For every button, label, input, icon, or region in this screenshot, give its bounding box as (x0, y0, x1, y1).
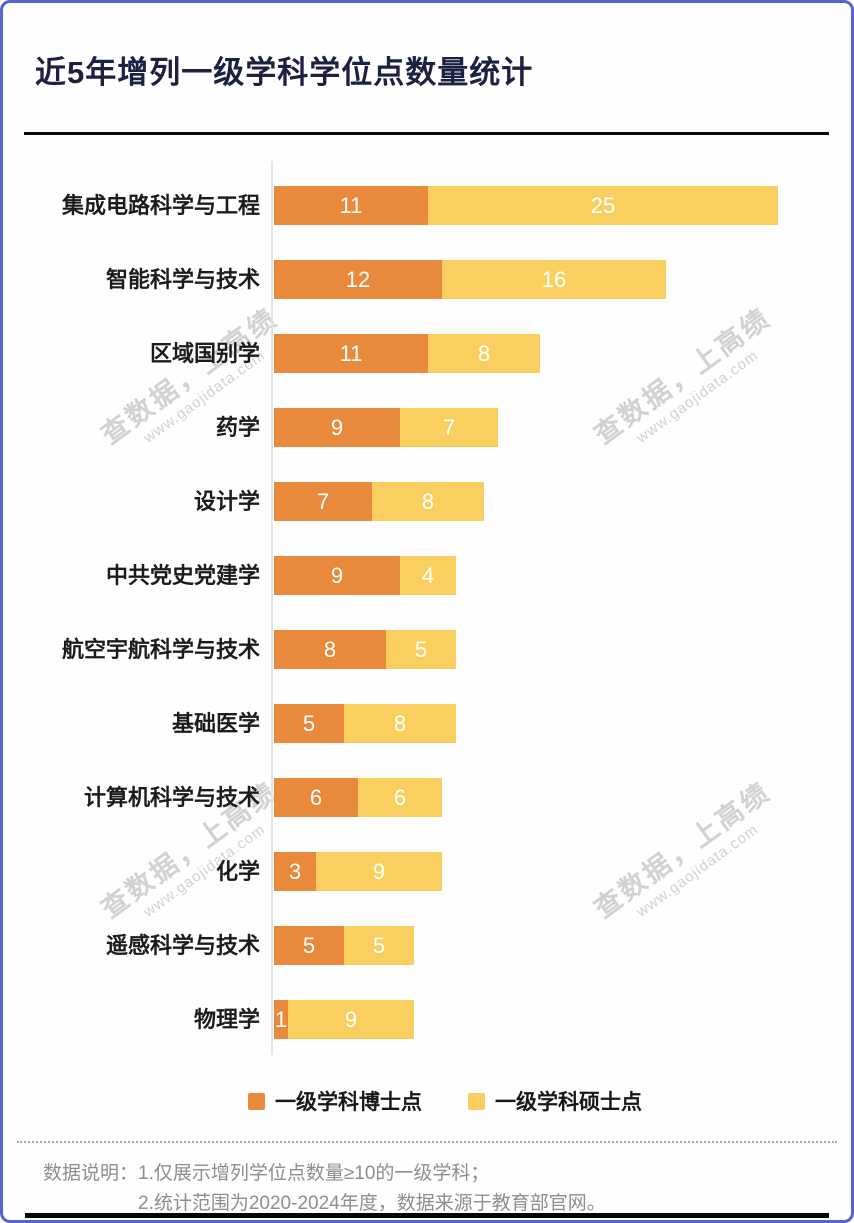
legend-item-doctor: 一级学科博士点 (248, 1086, 422, 1116)
footer-notes: 数据说明： 1.仅展示增列学位点数量≥10的一级学科； 2.统计范围为2020-… (43, 1159, 606, 1219)
doctor-swatch-icon (248, 1092, 265, 1110)
category-label: 智能科学与技术 (105, 267, 260, 292)
category-label: 遥感科学与技术 (105, 933, 260, 958)
bar-segment-master: 8 (428, 334, 540, 373)
footer-divider (17, 1141, 837, 1143)
bar-segment-doctor: 8 (274, 630, 386, 669)
bar-segment-doctor: 3 (274, 852, 316, 891)
legend-label-doctor: 一级学科博士点 (275, 1091, 422, 1114)
bar-segment-doctor: 12 (274, 260, 442, 299)
bar-segment-master: 8 (372, 482, 484, 521)
bar-segment-master: 7 (400, 408, 498, 447)
category-label: 物理学 (193, 1007, 260, 1032)
bar-segment-master: 5 (344, 926, 414, 965)
footer-note-2: 2.统计范围为2020-2024年度，数据来源于教育部官网。 (138, 1193, 606, 1214)
category-label: 化学 (215, 859, 260, 884)
chart-row: 中共党史党建学 9 4 (3, 556, 851, 595)
chart-row: 航空宇航科学与技术 8 5 (3, 630, 851, 669)
category-label: 基础医学 (171, 711, 260, 736)
chart-rows: 集成电路科学与工程 11 25 智能科学与技术 12 16 区域国别学 11 8 药学 9 7 设计学 7… (3, 3, 851, 1220)
footer-prefix: 数据说明： (43, 1163, 139, 1184)
category-label: 计算机科学与技术 (83, 785, 260, 810)
master-swatch-icon (468, 1092, 485, 1110)
chart-row: 基础医学 5 8 (3, 704, 851, 743)
category-label: 集成电路科学与工程 (61, 193, 260, 218)
chart-row: 化学 3 9 (3, 852, 851, 891)
footer-note-1: 1.仅展示增列学位点数量≥10的一级学科； (138, 1163, 490, 1184)
category-label: 航空宇航科学与技术 (61, 637, 260, 662)
bottom-rule (25, 1213, 829, 1218)
page-title: 近5年增列一级学科学位点数量统计 (35, 55, 534, 90)
bar-segment-master: 25 (428, 186, 778, 225)
bar-segment-master: 8 (344, 704, 456, 743)
bar-segment-doctor: 9 (274, 556, 400, 595)
category-label: 设计学 (193, 489, 260, 514)
bar-segment-doctor: 11 (274, 334, 428, 373)
chart-row: 区域国别学 11 8 (3, 334, 851, 373)
bar-segment-doctor: 11 (274, 186, 428, 225)
chart-row: 计算机科学与技术 6 6 (3, 778, 851, 817)
bar-segment-doctor: 9 (274, 408, 400, 447)
bar-segment-doctor: 5 (274, 704, 344, 743)
category-label: 药学 (215, 415, 260, 440)
chart-row: 智能科学与技术 12 16 (3, 260, 851, 299)
bar-segment-master: 6 (358, 778, 442, 817)
bar-segment-master: 9 (288, 1000, 414, 1039)
y-axis-line (271, 161, 273, 1055)
category-label: 中共党史党建学 (105, 563, 260, 588)
legend-label-master: 一级学科硕士点 (495, 1091, 642, 1114)
bar-segment-master: 4 (400, 556, 456, 595)
chart-row: 集成电路科学与工程 11 25 (3, 186, 851, 225)
chart-row: 设计学 7 8 (3, 482, 851, 521)
bar-segment-doctor: 1 (274, 1000, 288, 1039)
category-label: 区域国别学 (149, 341, 260, 366)
bar-segment-doctor: 5 (274, 926, 344, 965)
chart-row: 物理学 1 9 (3, 1000, 851, 1039)
bar-segment-master: 5 (386, 630, 456, 669)
title-divider (24, 132, 829, 135)
bar-segment-master: 9 (316, 852, 442, 891)
chart-row: 药学 9 7 (3, 408, 851, 447)
bar-segment-doctor: 6 (274, 778, 358, 817)
chart-legend: 一级学科博士点 一级学科硕士点 (248, 1086, 642, 1116)
bar-segment-doctor: 7 (274, 482, 372, 521)
legend-item-master: 一级学科硕士点 (468, 1086, 642, 1116)
bar-segment-master: 16 (442, 260, 666, 299)
chart-row: 遥感科学与技术 5 5 (3, 926, 851, 965)
